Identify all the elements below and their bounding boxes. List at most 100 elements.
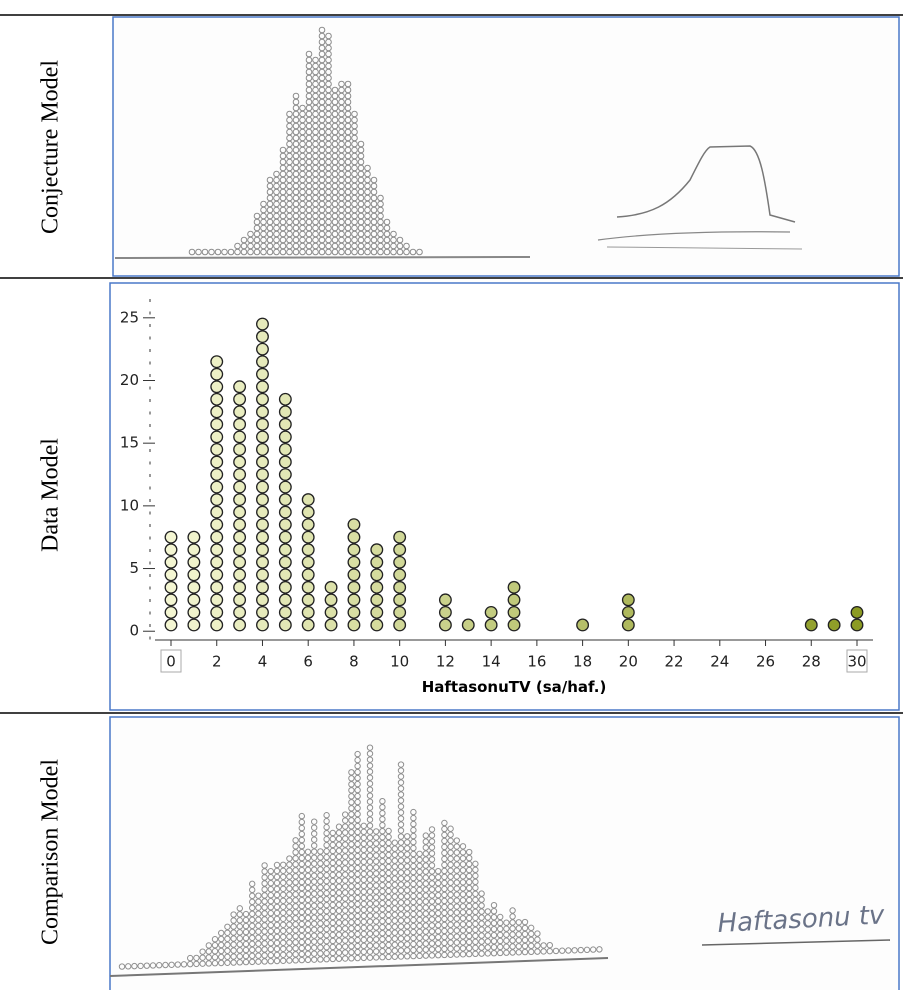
dot bbox=[370, 605, 384, 619]
sketch-dot bbox=[546, 941, 553, 949]
sketch-dot bbox=[422, 868, 429, 875]
sketch-dot bbox=[515, 925, 522, 932]
dot-stack bbox=[347, 518, 361, 632]
sketch-dot bbox=[311, 884, 318, 891]
dot bbox=[438, 605, 452, 619]
sketch-dot bbox=[490, 901, 498, 909]
sketch-dot bbox=[261, 898, 268, 905]
sketch-dot bbox=[348, 919, 355, 926]
sketch-dot bbox=[441, 921, 448, 929]
sketch-dot bbox=[428, 838, 436, 845]
sketch-dot bbox=[397, 839, 405, 846]
dot bbox=[164, 605, 178, 619]
sketch-dot bbox=[261, 862, 268, 869]
sketch-dot bbox=[280, 951, 287, 958]
sketch-dot bbox=[292, 879, 299, 886]
sketch-dot bbox=[348, 895, 355, 902]
sketch-dot bbox=[484, 914, 491, 921]
sketch-dot bbox=[410, 868, 417, 876]
sketch-dot bbox=[366, 948, 374, 955]
sketch-dot bbox=[441, 945, 448, 953]
sketch-dot bbox=[242, 940, 250, 948]
sketch-dot bbox=[490, 925, 498, 933]
sketch-dot bbox=[364, 164, 371, 172]
x-tick-label: 10 bbox=[390, 653, 409, 671]
sketch-dot bbox=[404, 941, 411, 948]
sketch-dot bbox=[273, 915, 281, 923]
sketch-dot bbox=[366, 810, 374, 817]
sketch-dot bbox=[441, 855, 448, 863]
sketch-dot bbox=[497, 925, 504, 933]
sketch-dot bbox=[342, 925, 349, 932]
sketch-dot bbox=[311, 818, 318, 825]
dot bbox=[278, 405, 292, 419]
sketch-dot bbox=[397, 911, 405, 918]
sketch-dot bbox=[187, 960, 194, 968]
sketch-dot bbox=[459, 879, 467, 886]
sketch-dot bbox=[329, 847, 336, 855]
sketch-dot bbox=[404, 923, 411, 930]
sketch-dot bbox=[286, 903, 293, 910]
sketch-dot bbox=[397, 863, 405, 870]
sketch-dot bbox=[379, 893, 386, 901]
sketch-dot bbox=[255, 934, 262, 941]
sketch-dot bbox=[199, 948, 206, 955]
sketch-dot bbox=[410, 940, 417, 948]
sketch-dot bbox=[385, 923, 392, 931]
sketch-dot bbox=[397, 917, 405, 924]
sketch-dot bbox=[249, 934, 256, 942]
sketch-dot bbox=[329, 931, 336, 939]
sketch-dot bbox=[335, 925, 343, 932]
sketch-dot bbox=[329, 955, 336, 963]
sketch-dot bbox=[373, 840, 380, 847]
sketch-dot bbox=[323, 878, 330, 885]
sketch-dot bbox=[472, 878, 479, 886]
sketch-dot bbox=[472, 908, 479, 916]
sketch-dot bbox=[379, 803, 386, 811]
sketch-dot bbox=[286, 951, 293, 958]
sketch-dot bbox=[441, 909, 448, 917]
dot bbox=[233, 543, 247, 557]
sketch-dot bbox=[273, 873, 281, 881]
sketch-dot bbox=[478, 890, 485, 897]
sketch-dot bbox=[441, 903, 448, 911]
dot bbox=[256, 605, 269, 619]
sketch-dot bbox=[373, 858, 380, 865]
sketch-dot bbox=[205, 948, 213, 955]
sketch-dot bbox=[273, 951, 281, 959]
sketch-dot bbox=[354, 750, 361, 758]
sketch-dot bbox=[329, 889, 336, 897]
sketch-dot bbox=[298, 830, 305, 838]
sketch-dot bbox=[329, 949, 336, 957]
dot bbox=[278, 455, 292, 469]
sketch-dot bbox=[410, 820, 417, 828]
sketch-dot bbox=[348, 925, 355, 932]
sketch-dot bbox=[484, 944, 491, 951]
sketch-dot bbox=[348, 799, 355, 806]
sketch-dot bbox=[335, 907, 343, 914]
sketch-dot bbox=[360, 882, 367, 890]
sketch-dot bbox=[404, 857, 411, 864]
sketch-dot bbox=[342, 865, 349, 872]
sketch-dot bbox=[261, 916, 268, 923]
sketch-dot bbox=[410, 862, 417, 870]
sketch-dot bbox=[298, 878, 305, 886]
sketch-dot bbox=[466, 938, 473, 946]
sketch-dot bbox=[298, 926, 305, 934]
dot-stack bbox=[438, 593, 452, 632]
sketch-dot bbox=[366, 792, 374, 799]
sketch-dot bbox=[267, 946, 274, 953]
sketch-dot bbox=[490, 913, 498, 921]
sketch-dot bbox=[249, 916, 256, 924]
sketch-dot bbox=[329, 835, 336, 843]
sketch-dot bbox=[298, 956, 305, 964]
sketch-dot bbox=[385, 857, 392, 865]
sketch-dot bbox=[354, 828, 361, 836]
sketch-dot bbox=[304, 848, 312, 856]
sketch-dot bbox=[342, 943, 349, 950]
dot bbox=[256, 555, 269, 569]
sketch-dot bbox=[552, 947, 560, 955]
sketch-dot bbox=[416, 910, 423, 918]
sketch-dot bbox=[466, 848, 473, 856]
dot bbox=[233, 468, 247, 481]
